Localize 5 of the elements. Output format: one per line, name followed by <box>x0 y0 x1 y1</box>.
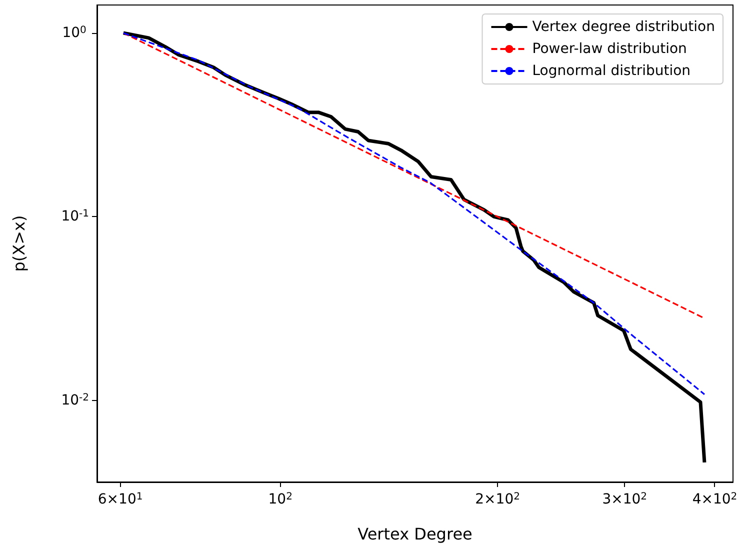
legend-label: Vertex degree distribution <box>532 19 716 35</box>
x-axis-title: Vertex Degree <box>358 524 472 544</box>
legend-label: Lognormal distribution <box>532 63 691 79</box>
y-axis-title: p(X>x) <box>10 215 28 272</box>
legend-label: Power-law distribution <box>532 41 687 57</box>
